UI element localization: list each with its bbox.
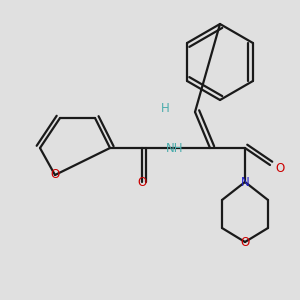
Text: NH: NH (166, 142, 184, 154)
Text: O: O (137, 176, 147, 188)
Text: O: O (275, 161, 285, 175)
Text: H: H (160, 101, 169, 115)
Text: O: O (50, 169, 60, 182)
Text: N: N (241, 176, 249, 188)
Text: O: O (240, 236, 250, 248)
